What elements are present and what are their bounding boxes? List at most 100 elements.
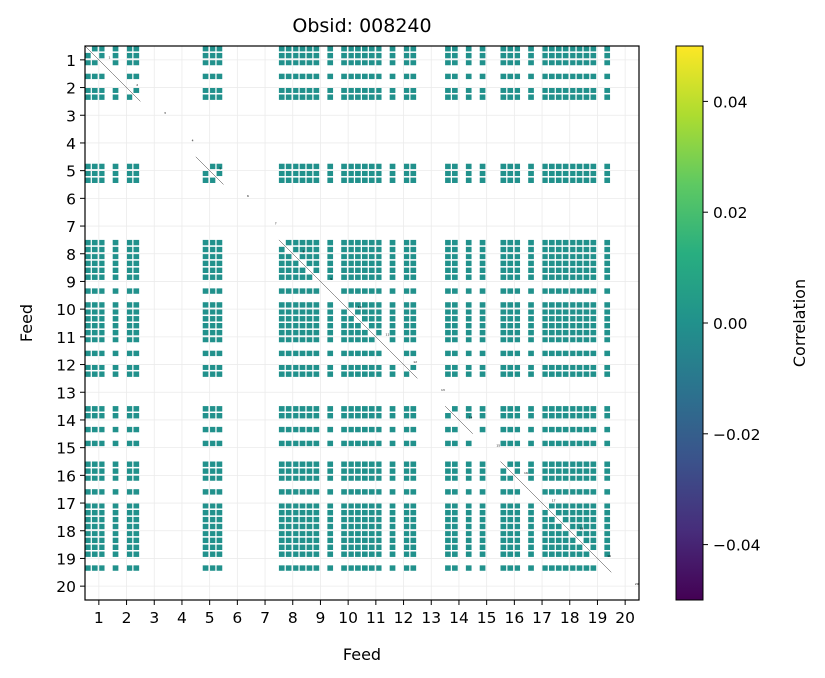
heatmap-cell: [362, 239, 368, 246]
heatmap-cell: [403, 426, 410, 433]
heatmap-cell: [528, 426, 534, 433]
heatmap-cell: [583, 509, 590, 516]
heatmap-cell: [355, 309, 361, 315]
heatmap-cell: [202, 170, 209, 177]
heatmap-cell: [348, 177, 354, 183]
heatmap-cell: [341, 274, 347, 280]
heatmap-cell: [445, 246, 451, 253]
heatmap-cell: [126, 94, 133, 100]
heatmap-cell: [278, 288, 285, 294]
heatmap-cell: [555, 489, 562, 495]
heatmap-cell: [555, 288, 562, 294]
heatmap-cell: [306, 475, 313, 481]
heatmap-cell: [389, 46, 396, 52]
heatmap-cell: [389, 565, 396, 571]
heatmap-cell: [389, 516, 396, 523]
heatmap-cell: [514, 239, 521, 246]
heatmap-cell: [604, 73, 611, 80]
heatmap-cell: [465, 163, 472, 170]
heatmap-cell: [507, 475, 514, 481]
heatmap-cell: [410, 260, 417, 267]
heatmap-cell: [368, 87, 375, 93]
heatmap-cell: [528, 302, 534, 308]
heatmap-cell: [299, 509, 306, 516]
heatmap-cell: [389, 323, 396, 329]
heatmap-cell: [445, 475, 451, 481]
diagonal-mark: [528, 489, 557, 518]
heatmap-cell: [348, 537, 354, 544]
heatmap-cell: [514, 406, 521, 412]
heatmap-cell: [341, 170, 347, 177]
heatmap-cell: [299, 94, 306, 100]
heatmap-cell: [133, 516, 140, 523]
heatmap-cell: [514, 267, 521, 273]
heatmap-cell: [465, 52, 472, 59]
heatmap-cell: [389, 406, 396, 412]
heatmap-cell: [112, 503, 119, 509]
heatmap-cell: [355, 406, 361, 412]
heatmap-cell: [341, 551, 347, 557]
heatmap-cell: [569, 426, 576, 433]
heatmap-cell: [562, 509, 569, 516]
heatmap-cell: [576, 260, 583, 267]
heatmap-cell: [85, 246, 91, 253]
heatmap-cell: [209, 73, 216, 80]
heatmap-cell: [98, 468, 105, 474]
diagonal-label: 19: [607, 554, 611, 558]
heatmap-cell: [202, 253, 209, 260]
heatmap-cell: [306, 253, 313, 260]
heatmap-cell: [209, 177, 216, 183]
heatmap-cell: [590, 364, 597, 370]
heatmap-cell: [278, 94, 285, 100]
heatmap-cell: [507, 253, 514, 260]
heatmap-cell: [285, 489, 292, 495]
heatmap-cell: [403, 316, 410, 322]
heatmap-cell: [389, 544, 396, 550]
heatmap-cell: [375, 509, 382, 516]
heatmap-cell: [299, 302, 306, 308]
heatmap-cell: [514, 413, 521, 419]
heatmap-cell: [98, 516, 105, 523]
heatmap-cell: [292, 46, 299, 52]
heatmap-cell: [542, 440, 548, 447]
heatmap-cell: [348, 371, 354, 377]
x-tick-label: 1: [94, 609, 104, 627]
heatmap-cell: [542, 246, 548, 253]
heatmap-cell: [452, 302, 458, 308]
heatmap-cell: [299, 406, 306, 412]
heatmap-cell: [202, 316, 209, 322]
heatmap-cell: [209, 163, 216, 170]
heatmap-cell: [590, 316, 597, 322]
heatmap-cell: [514, 87, 521, 93]
heatmap-cell: [542, 73, 548, 80]
heatmap-cell: [91, 426, 98, 433]
heatmap-cell: [292, 489, 299, 495]
heatmap-cell: [465, 336, 472, 343]
heatmap-cell: [507, 489, 514, 495]
heatmap-cell: [465, 413, 472, 419]
heatmap-cell: [410, 440, 417, 447]
heatmap-cell: [355, 87, 361, 93]
heatmap-cell: [514, 52, 521, 59]
heatmap-cell: [514, 440, 521, 447]
heatmap-cell: [479, 309, 486, 315]
heatmap-cell: [216, 323, 223, 329]
heatmap-cell: [299, 503, 306, 509]
heatmap-cell: [542, 52, 548, 59]
heatmap-cell: [479, 316, 486, 322]
heatmap-cell: [479, 544, 486, 550]
heatmap-cell: [507, 46, 514, 52]
heatmap-cell: [500, 87, 507, 93]
heatmap-cell: [362, 565, 368, 571]
heatmap-cell: [500, 302, 507, 308]
heatmap-cell: [479, 46, 486, 52]
heatmap-cell: [133, 302, 140, 308]
heatmap-cell: [542, 309, 548, 315]
heatmap-cell: [465, 316, 472, 322]
heatmap-cell: [133, 329, 140, 336]
heatmap-cell: [445, 544, 451, 550]
heatmap-cell: [126, 323, 133, 329]
heatmap-cell: [362, 52, 368, 59]
heatmap-cell: [85, 551, 91, 557]
heatmap-cell: [389, 288, 396, 294]
